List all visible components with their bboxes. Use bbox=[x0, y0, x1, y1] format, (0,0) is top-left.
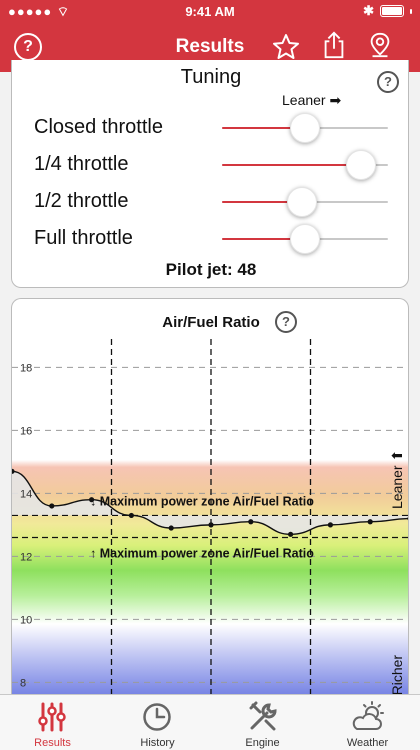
full-throttle-slider[interactable] bbox=[222, 224, 388, 254]
status-right: ✱ bbox=[363, 3, 412, 19]
data-point-4 bbox=[128, 512, 134, 519]
slider-thumb[interactable] bbox=[345, 150, 376, 180]
status-time: 9:41 AM bbox=[185, 4, 235, 19]
location-pin-icon[interactable] bbox=[366, 31, 394, 59]
full-throttle-label: Full throttle bbox=[34, 227, 133, 249]
quarter-throttle-label: 1/4 throttle bbox=[34, 153, 129, 175]
signal-icon: ●●●●● ⌔ bbox=[8, 4, 71, 19]
sliders-icon bbox=[38, 702, 66, 732]
y-tick-label-10: 10 bbox=[20, 614, 32, 626]
data-point-11 bbox=[407, 516, 408, 521]
closed-throttle-slider[interactable] bbox=[222, 113, 388, 143]
richer-axis-label: ⬇ Richer bbox=[389, 655, 405, 695]
data-point-3 bbox=[89, 497, 95, 503]
y-tick-label-18: 18 bbox=[20, 362, 32, 374]
page-title: Results bbox=[175, 36, 245, 57]
tab-weather-label: Weather bbox=[346, 737, 389, 749]
battery-icon bbox=[380, 5, 404, 17]
data-point-8 bbox=[288, 531, 294, 537]
air-fuel-chart-card: Air/Fuel Ratio ? 8 10 12 14 16 1 bbox=[11, 298, 409, 718]
slider-fill bbox=[222, 238, 305, 240]
y-tick-label-12: 12 bbox=[20, 551, 32, 563]
slider-thumb[interactable] bbox=[290, 113, 320, 143]
tuning-help-button[interactable]: ? bbox=[377, 71, 399, 93]
y-tick-label-8: 8 bbox=[20, 677, 26, 689]
tab-history[interactable]: History bbox=[105, 695, 210, 750]
lower-zone-label: ↑ Maximum power zone Air/Fuel Ratio bbox=[90, 546, 314, 560]
bluetooth-icon: ✱ bbox=[363, 3, 374, 18]
chart-help-button[interactable]: ? bbox=[275, 311, 297, 333]
slider-thumb[interactable] bbox=[287, 187, 318, 217]
data-point-5 bbox=[168, 525, 174, 531]
clock-icon bbox=[143, 703, 171, 731]
tab-bar: Results History Engine Weather bbox=[0, 694, 420, 750]
y-tick-label-14: 14 bbox=[20, 488, 32, 500]
half-throttle-label: 1/2 throttle bbox=[34, 190, 129, 212]
data-point-9 bbox=[327, 522, 333, 528]
closed-throttle-label: Closed throttle bbox=[34, 116, 163, 138]
data-point-10 bbox=[367, 519, 373, 525]
data-point-1 bbox=[12, 468, 15, 474]
battery-tip bbox=[410, 8, 412, 14]
share-icon[interactable] bbox=[320, 31, 348, 59]
pilot-jet-result: Pilot jet: 48 bbox=[165, 260, 257, 279]
area-above-line bbox=[12, 471, 408, 535]
data-point-2 bbox=[49, 503, 55, 509]
upper-zone-label: ↓ Maximum power zone Air/Fuel Ratio bbox=[90, 494, 314, 508]
tab-engine[interactable]: Engine bbox=[210, 695, 315, 750]
quarter-throttle-slider[interactable] bbox=[222, 150, 388, 180]
air-fuel-ratio-chart: 8 10 12 14 16 18 ↓ Maximum power zone Air/Fue… bbox=[12, 339, 408, 695]
data-point-6 bbox=[208, 522, 214, 528]
tab-history-label: History bbox=[140, 737, 175, 749]
slider-fill bbox=[222, 201, 303, 203]
tab-results-label: Results bbox=[34, 737, 71, 749]
slider-thumb[interactable] bbox=[290, 224, 320, 254]
leaner-axis-label: Leaner ⬆ bbox=[389, 450, 405, 509]
leaner-hint: Leaner ➡ bbox=[282, 92, 342, 108]
tab-weather[interactable]: Weather bbox=[315, 695, 420, 750]
wrench-icon bbox=[249, 701, 277, 731]
tuning-card: Tuning ? Leaner ➡ Closed throttle 1/4 th… bbox=[11, 60, 409, 288]
slider-fill bbox=[222, 164, 361, 166]
data-point-7 bbox=[248, 519, 254, 525]
slider-fill bbox=[222, 127, 305, 129]
status-bar: ●●●●● ⌔ 9:41 AM ✱ bbox=[0, 0, 420, 24]
half-throttle-slider[interactable] bbox=[222, 187, 388, 217]
afr-series-points bbox=[12, 468, 408, 537]
weather-icon bbox=[352, 701, 384, 730]
star-icon[interactable] bbox=[272, 33, 300, 61]
tab-results[interactable]: Results bbox=[0, 695, 105, 750]
tab-engine-label: Engine bbox=[245, 737, 280, 749]
tuning-title: Tuning bbox=[180, 66, 242, 88]
chart-title: Air/Fuel Ratio bbox=[162, 314, 260, 331]
y-tick-label-16: 16 bbox=[20, 425, 32, 437]
y-tick-labels: 8 10 12 14 16 18 bbox=[20, 362, 32, 689]
